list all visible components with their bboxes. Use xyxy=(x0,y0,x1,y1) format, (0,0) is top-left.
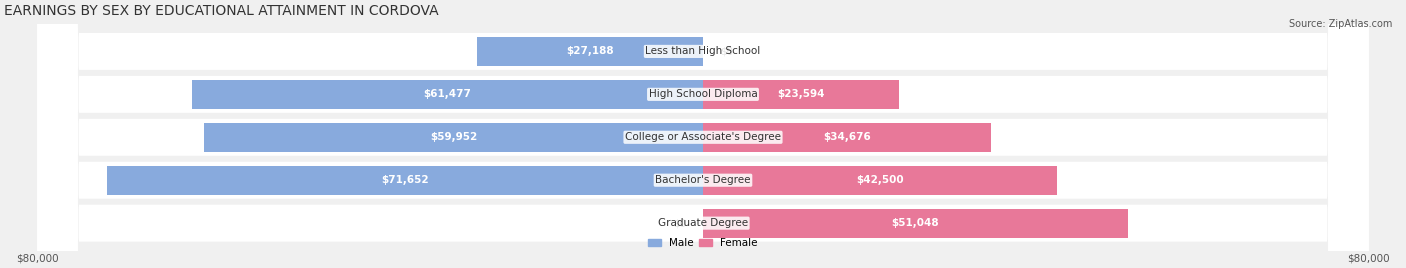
Text: $34,676: $34,676 xyxy=(824,132,872,142)
Text: $0: $0 xyxy=(720,46,733,56)
Text: $61,477: $61,477 xyxy=(423,89,471,99)
FancyBboxPatch shape xyxy=(38,0,1368,268)
Text: $51,048: $51,048 xyxy=(891,218,939,228)
FancyBboxPatch shape xyxy=(38,0,1368,268)
Bar xyxy=(191,80,703,109)
FancyBboxPatch shape xyxy=(38,0,1368,268)
Bar xyxy=(703,123,991,152)
Text: $23,594: $23,594 xyxy=(778,89,825,99)
Text: EARNINGS BY SEX BY EDUCATIONAL ATTAINMENT IN CORDOVA: EARNINGS BY SEX BY EDUCATIONAL ATTAINMEN… xyxy=(4,4,439,18)
Text: Less than High School: Less than High School xyxy=(645,46,761,56)
Text: $27,188: $27,188 xyxy=(567,46,613,56)
FancyBboxPatch shape xyxy=(38,0,1368,268)
Text: $42,500: $42,500 xyxy=(856,175,904,185)
Bar xyxy=(703,166,1056,195)
Text: $0: $0 xyxy=(673,218,686,228)
Bar xyxy=(107,166,703,195)
Bar xyxy=(477,37,703,66)
Text: Source: ZipAtlas.com: Source: ZipAtlas.com xyxy=(1288,19,1392,29)
Bar xyxy=(703,80,900,109)
Text: $59,952: $59,952 xyxy=(430,132,477,142)
Text: $71,652: $71,652 xyxy=(381,175,429,185)
Text: High School Diploma: High School Diploma xyxy=(648,89,758,99)
FancyBboxPatch shape xyxy=(38,0,1368,268)
Text: Bachelor's Degree: Bachelor's Degree xyxy=(655,175,751,185)
Legend: Male, Female: Male, Female xyxy=(648,238,758,248)
Text: Graduate Degree: Graduate Degree xyxy=(658,218,748,228)
Text: College or Associate's Degree: College or Associate's Degree xyxy=(626,132,780,142)
Bar xyxy=(703,209,1128,238)
Bar xyxy=(204,123,703,152)
